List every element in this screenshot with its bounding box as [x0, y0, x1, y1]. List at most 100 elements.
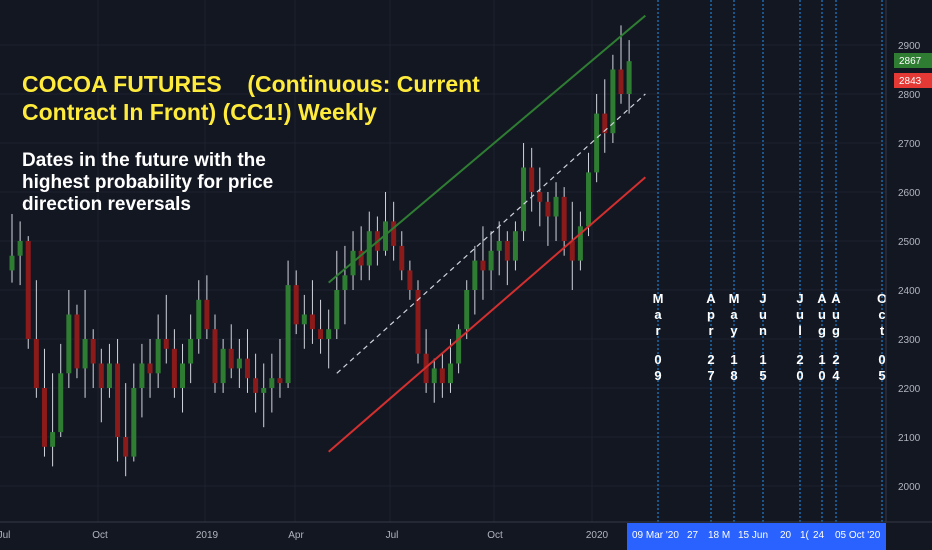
date-axis-label: 27 [687, 530, 699, 541]
candle-body [228, 348, 234, 369]
date-day-label: 4 [832, 368, 840, 383]
date-axis-label: 05 Oct '20 [835, 530, 881, 541]
candle-body [139, 363, 145, 388]
date-month-label: r [708, 323, 713, 338]
date-month-label: A [706, 291, 716, 306]
date-day-label: 7 [707, 368, 714, 383]
candle-body [577, 226, 583, 261]
date-day-label: 0 [796, 368, 803, 383]
date-axis-label: 24 [813, 530, 825, 541]
date-day-label: 2 [832, 352, 839, 367]
candle-body [415, 290, 421, 354]
candle-body [318, 329, 324, 339]
date-month-label: a [654, 307, 662, 322]
date-day-label: 1 [759, 352, 766, 367]
chart-subtitle: Dates in the future with the highest pro… [22, 150, 274, 215]
y-tick-label: 2500 [898, 237, 921, 248]
date-day-label: 8 [730, 368, 737, 383]
date-month-label: g [832, 323, 840, 338]
date-month-label: M [653, 291, 664, 306]
candle-body [171, 348, 177, 388]
y-tick-label: 2300 [898, 335, 921, 346]
candle-body [537, 192, 543, 202]
x-tick-label: Jul [386, 530, 399, 541]
date-day-label: 1 [730, 352, 737, 367]
candle-body [277, 378, 283, 384]
candle-body [236, 358, 242, 369]
date-day-label: 5 [878, 368, 885, 383]
candle-body [261, 388, 267, 393]
date-month-label: J [796, 291, 803, 306]
candle-body [269, 378, 275, 388]
y-tick-label: 2200 [898, 384, 921, 395]
candle-body [41, 388, 47, 447]
candle-body [480, 260, 486, 271]
date-day-label: 5 [759, 368, 766, 383]
candle-body [17, 241, 23, 256]
candle-body [447, 363, 453, 384]
date-axis-label: 15 Jun [738, 530, 768, 541]
candle-body [407, 270, 413, 290]
date-day-label: 2 [707, 352, 714, 367]
x-tick-label: 2020 [586, 530, 609, 541]
candle-body [594, 113, 600, 173]
candle-body [106, 363, 112, 388]
candle-body [131, 388, 137, 457]
x-tick-label: Oct [92, 530, 108, 541]
chart-title: COCOA FUTURES (Continuous: Current Contr… [22, 71, 480, 125]
y-axis: 2000 2100 2200 2300 2400 2500 2600 2700 2800 2900… [885, 0, 932, 550]
candle-body [90, 339, 96, 364]
last-price-label: 2867 [899, 56, 922, 67]
candle-body [334, 290, 340, 330]
candle-body [399, 245, 405, 271]
date-day-label: 0 [818, 368, 825, 383]
candle-body [456, 329, 462, 364]
candle-body [188, 339, 194, 364]
date-month-label: r [655, 323, 660, 338]
candle-body [253, 378, 259, 393]
date-axis-label: 09 Mar '20 [632, 530, 679, 541]
date-month-label: M [729, 291, 740, 306]
date-month-label: u [818, 307, 826, 322]
x-tick-label: 2019 [196, 530, 219, 541]
candle-body [504, 241, 510, 261]
candle-body [66, 314, 72, 374]
candle-body [383, 221, 389, 251]
candle-body [309, 314, 315, 330]
date-month-label: n [759, 323, 767, 338]
date-month-label: t [880, 323, 885, 338]
candle-body [220, 348, 226, 384]
candle-body [9, 255, 15, 271]
y-tick-label: 2700 [898, 139, 921, 150]
trend-line-mid-trend [336, 93, 646, 374]
x-tick-label: Apr [288, 530, 304, 541]
date-month-label: l [798, 323, 802, 338]
x-axis: Jul Oct 2019 Apr Jul Oct 2020 09 Mar '20 27 18 M 1… [0, 521, 932, 550]
candle-body [115, 363, 121, 437]
date-axis-label: 18 M [708, 530, 730, 541]
candle-body [326, 329, 332, 339]
candle-body [342, 275, 348, 290]
y-tick-label: 2100 [898, 433, 921, 444]
candle-body [155, 339, 161, 374]
date-month-label: y [730, 323, 738, 338]
candlestick-series [9, 25, 632, 477]
candle-body [610, 69, 616, 134]
candle-body [439, 368, 445, 384]
last-price-badge [894, 53, 932, 68]
candle-body [244, 358, 250, 379]
candle-body [431, 368, 437, 384]
candle-body [33, 339, 39, 388]
candle-body [25, 241, 31, 339]
candle-body [464, 290, 470, 330]
date-day-label: 0 [878, 352, 885, 367]
date-axis-label: 1( [800, 530, 810, 541]
date-month-label: O [877, 291, 887, 306]
candle-body [123, 437, 129, 457]
candle-body [569, 241, 575, 261]
candle-body [472, 260, 478, 290]
y-tick-label: 2000 [898, 482, 921, 493]
candle-body [521, 167, 527, 232]
